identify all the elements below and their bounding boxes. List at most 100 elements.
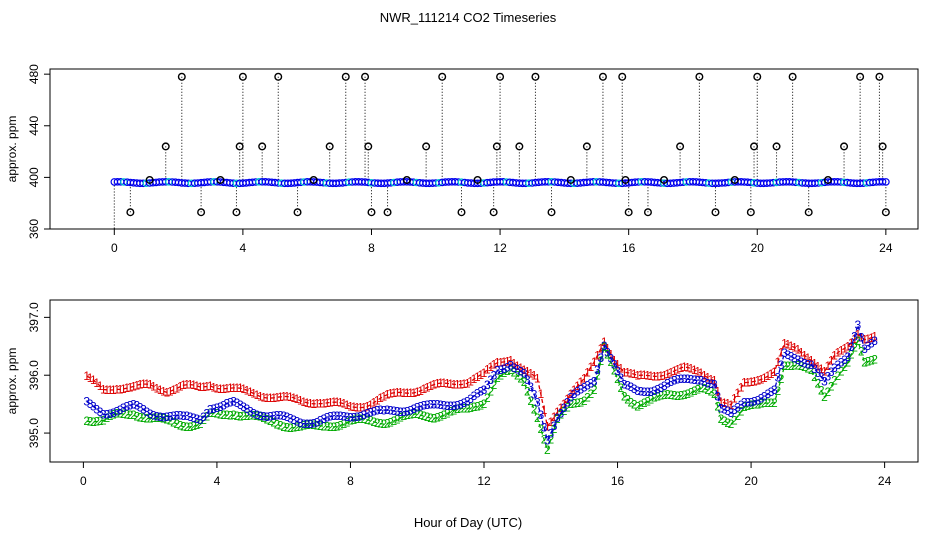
- series-1-marker: 1: [861, 333, 868, 347]
- series-2-marker: 2: [367, 414, 374, 428]
- series-1-marker: 1: [628, 366, 635, 380]
- series-2-marker: 2: [414, 407, 421, 421]
- top-x-axis: 0 4 8 12 16 20 24: [111, 229, 893, 255]
- series-2-marker: 2: [180, 420, 187, 434]
- series-3-marker: 3: [748, 395, 755, 409]
- series-3-marker: 3: [828, 365, 835, 379]
- series-3-marker: 3: [177, 409, 184, 423]
- spike-point: [422, 142, 431, 151]
- spike-point: [750, 142, 759, 151]
- series-3-marker: 3: [197, 413, 204, 427]
- series-2-marker: 2: [170, 415, 177, 429]
- series-3-marker: 3: [527, 380, 534, 394]
- series-2-marker: 2: [441, 408, 448, 422]
- series-1-marker: 1: [571, 383, 578, 397]
- series-2-line: [86, 339, 875, 453]
- series-2-marker: 2: [234, 409, 241, 423]
- spike-point: [489, 208, 498, 217]
- series-1-marker: 1: [711, 374, 718, 388]
- series-3-marker: 3: [611, 358, 618, 372]
- series-2-marker: 2: [671, 389, 678, 403]
- series-2-marker: 2: [224, 408, 231, 422]
- series-3-marker: 3: [387, 404, 394, 418]
- series-2-marker: 2: [220, 408, 227, 422]
- series-2-marker: 2: [431, 411, 438, 425]
- series-2-marker: 2: [688, 386, 695, 400]
- series-2-marker: 2: [474, 399, 481, 413]
- series-1-marker: 1: [170, 383, 177, 397]
- series-2-marker: 2: [808, 363, 815, 377]
- series-1-marker: 1: [364, 400, 371, 414]
- spike-point: [711, 208, 720, 217]
- series-2-marker: 2: [691, 384, 698, 398]
- series-3-marker: 3: [304, 417, 311, 431]
- series-3-marker: 3: [150, 408, 157, 422]
- series-1-marker: 1: [180, 378, 187, 392]
- series-3-marker: 3: [314, 415, 321, 429]
- spike-point: [840, 142, 849, 151]
- series-2-marker: 2: [140, 411, 147, 425]
- series-3-marker: 3: [347, 411, 354, 425]
- series-2-marker: 2: [774, 384, 781, 398]
- series-1-marker: 1: [821, 365, 828, 379]
- series-1-marker: 1: [401, 386, 408, 400]
- series-2-marker: 2: [324, 420, 331, 434]
- series-2-marker: 2: [294, 420, 301, 434]
- series-3-marker: 3: [270, 409, 277, 423]
- series-2-marker: 2: [97, 414, 104, 428]
- series-2-marker: 2: [90, 415, 97, 429]
- series-2-marker: 2: [768, 396, 775, 410]
- series-1-marker: 1: [257, 390, 264, 404]
- series-3-marker: 3: [207, 403, 214, 417]
- series-3-marker: 3: [738, 398, 745, 412]
- series-2-marker: 2: [237, 409, 244, 423]
- series-3-marker: 3: [811, 362, 818, 376]
- series-1-marker: 1: [674, 362, 681, 376]
- series-3-marker: 3: [434, 398, 441, 412]
- series-2-marker: 2: [761, 396, 768, 410]
- series-1-marker: 1: [471, 372, 478, 386]
- series-3-marker: 3: [728, 406, 735, 420]
- y-tick-label: 480: [27, 64, 41, 84]
- spike-point: [695, 72, 704, 81]
- series-3-marker: 3: [541, 421, 548, 435]
- series-1-marker: 1: [467, 374, 474, 388]
- series-1-marker: 1: [641, 368, 648, 382]
- series-3-marker: 3: [180, 409, 187, 423]
- series-3-marker: 3: [768, 385, 775, 399]
- series-3-marker: 3: [504, 361, 511, 375]
- series-1-marker: 1: [250, 387, 257, 401]
- series-2-marker: 2: [784, 359, 791, 373]
- series-2-marker: 2: [611, 363, 618, 377]
- y-tick-label: 440: [27, 115, 41, 135]
- series-1-marker: 1: [544, 420, 551, 434]
- series-2-marker: 2: [454, 402, 461, 416]
- series-1-marker: 1: [83, 369, 90, 383]
- spike-point: [881, 208, 890, 217]
- series-2-marker: 2: [471, 400, 478, 414]
- series-3-marker: 3: [444, 399, 451, 413]
- series-1-marker: 1: [117, 382, 124, 396]
- x-tick-label: 4: [214, 474, 221, 488]
- series-1-marker: 1: [174, 381, 181, 395]
- series-1-marker: 1: [354, 401, 361, 415]
- series-3-marker: 3: [414, 401, 421, 415]
- series-1-marker: 1: [724, 397, 731, 411]
- series-1-marker: 1: [855, 327, 862, 341]
- spike-point: [341, 72, 350, 81]
- x-axis-label: Hour of Day (UTC): [414, 515, 522, 530]
- series-1-marker: 1: [367, 398, 374, 412]
- series-3-marker: 3: [534, 396, 541, 410]
- series-3-marker: 3: [354, 410, 361, 424]
- series-2-marker: 2: [551, 422, 558, 436]
- top-panel: 0 4 8 12 16 20 24 360 400 440 480 approx. ppm: [5, 64, 919, 255]
- spike-point: [457, 208, 466, 217]
- series-3-marker: 3: [551, 419, 558, 433]
- spike-point: [515, 142, 524, 151]
- series-2-marker: 2: [654, 389, 661, 403]
- series-2-marker: 2: [127, 408, 134, 422]
- bottom-plot-content: 1111111111111111111111111111111111111111…: [83, 318, 878, 457]
- series-1-marker: 1: [688, 362, 695, 376]
- series-3-marker: 3: [110, 406, 117, 420]
- series-1-marker: 1: [320, 396, 327, 410]
